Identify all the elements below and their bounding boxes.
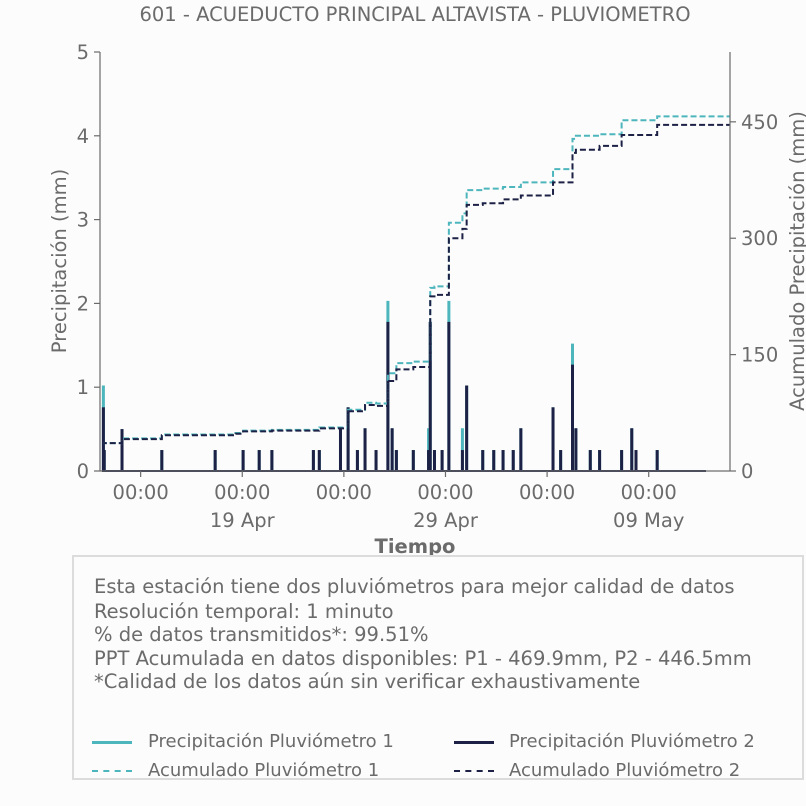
info-line-quality: *Calidad de los datos aún sin verificar … xyxy=(94,670,641,693)
y2-tick-label: 450 xyxy=(741,111,778,134)
legend-swatch-p1-precip xyxy=(92,741,132,744)
info-line-resolution: Resolución temporal: 1 minuto xyxy=(94,600,394,623)
y-axis-label: Precipitación (mm) xyxy=(48,169,71,353)
y-tick-label: 4 xyxy=(77,125,89,148)
x-axis-label: Tiempo xyxy=(375,535,456,555)
y-tick-label: 2 xyxy=(77,292,89,315)
x-tick-time-label: 00:00 xyxy=(621,481,677,504)
legend-label-p2-accum: Acumulado Pluviómetro 2 xyxy=(509,760,741,781)
x-tick-time-label: 00:00 xyxy=(113,481,169,504)
info-line-accumulated: PPT Acumulada en datos disponibles: P1 -… xyxy=(94,647,752,670)
y2-tick-label: 300 xyxy=(741,227,778,250)
y-tick-label: 3 xyxy=(77,209,89,232)
y2-tick-label: 150 xyxy=(741,344,778,367)
x-tick-date-label: 29 Apr xyxy=(413,509,479,532)
accum-line xyxy=(103,115,730,445)
precipitation-bars xyxy=(101,300,706,472)
legend-swatch-p2-accum xyxy=(454,770,494,772)
legend-label-p1-precip: Precipitación Pluviómetro 1 xyxy=(148,731,394,752)
y2-axis-label: Acumulado Precipitación (mm) xyxy=(786,111,806,411)
y2-tick-label: 0 xyxy=(741,460,753,483)
legend-label-p1-accum: Acumulado Pluviómetro 1 xyxy=(148,760,380,781)
legend-label-p2-precip: Precipitación Pluviómetro 2 xyxy=(509,731,755,752)
x-tick-date-label: 19 Apr xyxy=(210,509,276,532)
x-tick-time-label: 00:00 xyxy=(519,481,575,504)
info-box: Esta estación tiene dos pluviómetros par… xyxy=(72,555,804,781)
y-tick-label: 0 xyxy=(77,460,89,483)
y-tick-label: 1 xyxy=(77,376,89,399)
precipitation-chart: 601 - ACUEDUCTO PRINCIPAL ALTAVISTA - PL… xyxy=(48,3,806,555)
x-tick-time-label: 00:00 xyxy=(417,481,473,504)
legend-swatch-p2-precip xyxy=(454,741,494,744)
x-tick-date-label: 09 May xyxy=(613,509,684,532)
info-line-stations: Esta estación tiene dos pluviómetros par… xyxy=(94,575,735,598)
legend-swatch-p1-accum xyxy=(92,770,132,772)
accumulated-lines xyxy=(103,115,730,445)
y-tick-label: 5 xyxy=(77,41,89,64)
info-line-transmitted: % de datos transmitidos*: 99.51% xyxy=(94,623,429,646)
chart-title: 601 - ACUEDUCTO PRINCIPAL ALTAVISTA - PL… xyxy=(139,3,690,26)
accum-line xyxy=(103,123,730,445)
x-tick-time-label: 00:00 xyxy=(214,481,270,504)
x-tick-time-label: 00:00 xyxy=(316,481,372,504)
